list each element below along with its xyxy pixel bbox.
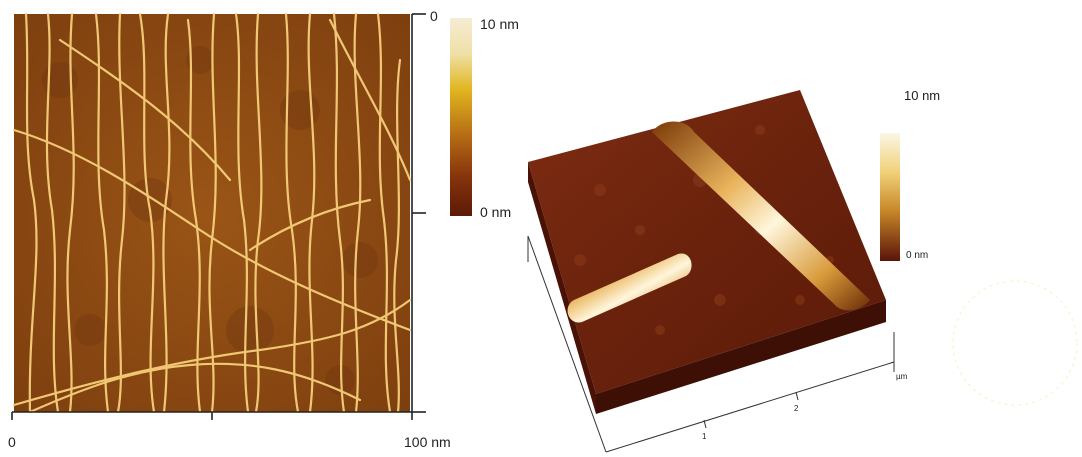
left-x-axis-end-label: 100 nm [404, 434, 451, 450]
afm-image-texture [42, 46, 378, 395]
left-colorbar [450, 18, 472, 216]
left-axes [11, 13, 426, 420]
faint-ring-artifact [952, 280, 1078, 406]
left-colorbar-min-label: 0 nm [480, 204, 512, 220]
right-axis-tick-2: 2 [794, 404, 799, 413]
left-x-axis-start-label: 0 [8, 434, 16, 450]
right-colorbar-max-label: 10 nm [904, 88, 941, 103]
left-colorbar-max-label: 10 nm [480, 16, 519, 32]
right-colorbar-min-label: 0 nm [906, 250, 929, 261]
afm-3d-surface [527, 90, 895, 453]
afm-fibers [12, 12, 412, 414]
right-axis-unit-label: µm [896, 372, 908, 381]
right-axis-tick-1: 1 [702, 432, 707, 441]
right-colorbar [880, 133, 900, 261]
left-y-axis-zero-label: 0 [430, 8, 438, 24]
